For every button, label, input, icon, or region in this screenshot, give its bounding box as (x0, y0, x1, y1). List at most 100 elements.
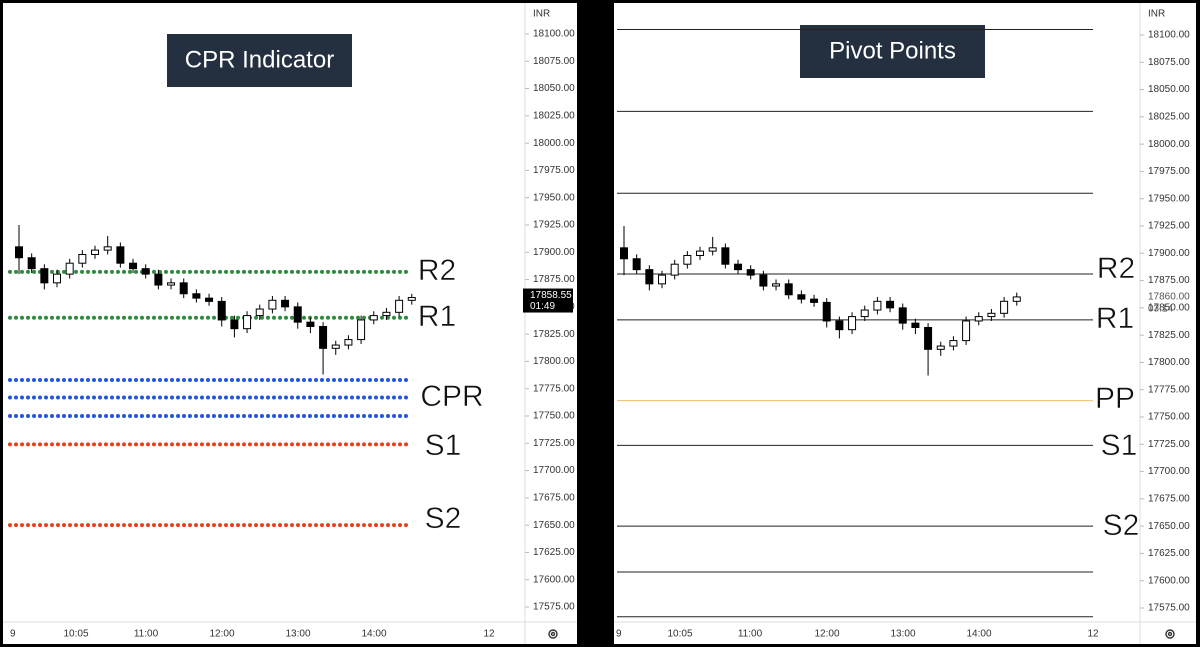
candle-body (620, 247, 628, 260)
candle-body (27, 257, 36, 270)
y-tick-label: 17975.00 (533, 165, 575, 176)
candle-body (281, 299, 290, 308)
y-tick-label: 17825.00 (533, 329, 575, 340)
candle-body (759, 274, 768, 287)
y-tick-label: 17800.00 (533, 356, 575, 367)
y-tick-label: 18025.00 (1148, 111, 1190, 122)
y-tick-label: 18075.00 (533, 56, 575, 67)
candle-body (848, 316, 857, 331)
candle-body (141, 268, 150, 275)
candle-body (78, 253, 87, 264)
y-tick-label: 17600.00 (1148, 575, 1190, 586)
y-tick-label: 17750.00 (533, 411, 575, 422)
x-tick-label: 13:00 (890, 629, 915, 640)
candle-body (382, 311, 391, 317)
y-tick-label: 17950.00 (1148, 193, 1190, 204)
y-tick-label: 17800.00 (1148, 357, 1190, 368)
x-tick-label: 13:00 (285, 629, 310, 640)
x-tick-label: 14:00 (966, 629, 991, 640)
x-tick-label: 12:00 (814, 629, 839, 640)
candle-body (924, 327, 933, 350)
candle-body (395, 299, 404, 313)
candle-body (962, 320, 971, 342)
y-tick-label: 17950.00 (533, 192, 575, 203)
y-tick-label: 17625.00 (1148, 548, 1190, 559)
price-label: 17858.55 (530, 290, 572, 301)
y-tick-label: 18000.00 (1148, 139, 1190, 150)
candle-body (746, 269, 755, 276)
level-label: R1 (418, 300, 456, 333)
y-tick-label: 17925.00 (533, 220, 575, 231)
level-label: CPR (420, 380, 483, 413)
y-tick-label: 18100.00 (1148, 30, 1190, 41)
candle-body (40, 268, 49, 284)
candle-body (154, 273, 163, 286)
candle-body (1012, 296, 1021, 302)
chart-title: Pivot Points (829, 37, 956, 64)
x-tick-label: 10:05 (63, 629, 88, 640)
candle-body (670, 263, 679, 276)
y-tick-label: 17925.00 (1148, 221, 1190, 232)
countdown-label: 03:14 (1148, 304, 1173, 315)
y-tick-label: 17600.00 (533, 574, 575, 585)
level-label: PP (1095, 382, 1135, 415)
price-box (523, 288, 573, 313)
y-tick-label: 17750.00 (1148, 412, 1190, 423)
y-tick-label: 17700.00 (1148, 466, 1190, 477)
candle-body (911, 322, 920, 329)
y-tick-label: 18000.00 (533, 138, 575, 149)
candle-body (103, 246, 112, 251)
candle-body (255, 308, 264, 317)
y-tick-label: 18100.00 (533, 29, 575, 40)
chart-title: CPR Indicator (185, 46, 334, 73)
candle-body (129, 262, 138, 270)
candle-body (369, 315, 378, 321)
y-tick-label: 17775.00 (533, 383, 575, 394)
y-tick-label: 17775.00 (1148, 384, 1190, 395)
x-tick-label: 11:00 (134, 629, 159, 640)
y-tick-label: 17650.00 (533, 520, 575, 531)
y-tick-label: 17675.00 (533, 492, 575, 503)
y-tick-label: 17575.00 (1148, 603, 1190, 614)
currency-label: INR (1148, 9, 1165, 20)
y-tick-label: 18025.00 (533, 110, 575, 121)
candle-body (344, 339, 353, 346)
candle-body (331, 344, 340, 349)
candle-body (898, 307, 907, 324)
y-tick-label: 17975.00 (1148, 166, 1190, 177)
candle-body (658, 274, 667, 285)
y-tick-label: 17875.00 (1148, 275, 1190, 286)
candle-body (205, 297, 214, 302)
x-tick-label: 12:00 (209, 629, 234, 640)
candle-body (949, 340, 958, 347)
candle-body (1000, 300, 1009, 314)
y-tick-label: 17725.00 (1148, 439, 1190, 450)
x-tick-label: 10:05 (667, 629, 692, 640)
candle-body (936, 345, 945, 350)
candle-body (15, 246, 23, 259)
left-panel (3, 3, 577, 644)
candle-body (683, 254, 692, 265)
candle-body (696, 250, 705, 256)
y-tick-label: 17650.00 (1148, 521, 1190, 532)
candle-body (319, 326, 328, 349)
candle-body (873, 300, 882, 311)
settings-icon[interactable] (1165, 629, 1175, 639)
settings-icon[interactable] (548, 629, 558, 639)
y-tick-label: 17900.00 (533, 247, 575, 258)
candle-body (243, 315, 252, 330)
candle-body (721, 247, 730, 265)
candle-body (810, 298, 819, 303)
candle-body (53, 273, 62, 284)
candle-body (987, 312, 996, 318)
candle-body (268, 299, 277, 310)
level-label: R2 (418, 254, 456, 287)
candle-body (974, 316, 983, 322)
title-box (800, 25, 985, 78)
candle-body (632, 258, 641, 271)
level-label: S2 (425, 502, 462, 535)
y-tick-label: 17825.00 (1148, 330, 1190, 341)
x-tick-label: 12 (1087, 629, 1099, 640)
y-tick-label: 18050.00 (1148, 84, 1190, 95)
level-label: R2 (1097, 252, 1135, 285)
